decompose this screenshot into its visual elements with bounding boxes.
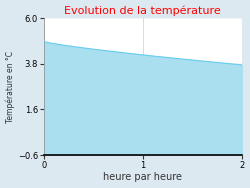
Y-axis label: Température en °C: Température en °C	[6, 51, 15, 123]
Title: Evolution de la température: Evolution de la température	[64, 6, 221, 16]
X-axis label: heure par heure: heure par heure	[103, 172, 182, 182]
